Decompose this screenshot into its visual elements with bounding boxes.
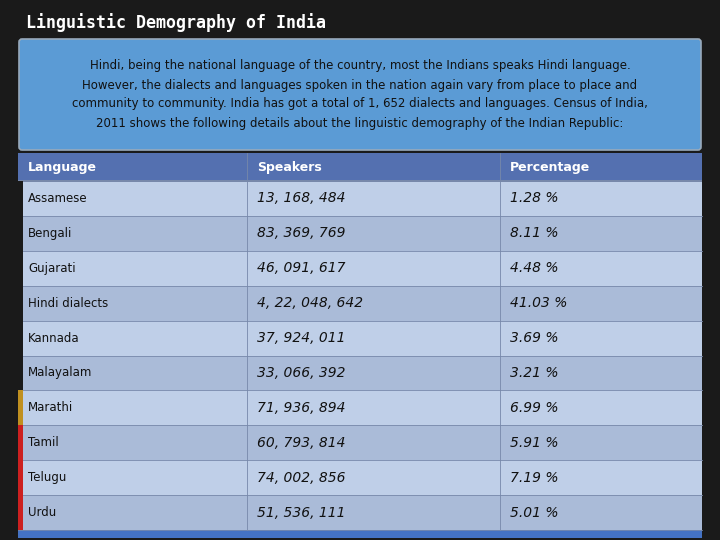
- Bar: [18, 216, 702, 251]
- Bar: [18, 181, 23, 216]
- Text: 33, 066, 392: 33, 066, 392: [257, 366, 346, 380]
- Bar: [18, 530, 702, 538]
- Text: Marathi: Marathi: [28, 401, 73, 414]
- Text: Hindi, being the national language of the country, most the Indians speaks Hindi: Hindi, being the national language of th…: [72, 59, 648, 130]
- Bar: [18, 460, 23, 495]
- Text: 13, 168, 484: 13, 168, 484: [257, 192, 346, 205]
- Bar: [18, 321, 702, 355]
- Bar: [18, 180, 702, 182]
- Bar: [18, 181, 702, 216]
- Text: 74, 002, 856: 74, 002, 856: [257, 471, 346, 485]
- Bar: [18, 390, 702, 426]
- Text: 4, 22, 048, 642: 4, 22, 048, 642: [257, 296, 364, 310]
- Bar: [18, 321, 23, 355]
- Text: 71, 936, 894: 71, 936, 894: [257, 401, 346, 415]
- Text: 60, 793, 814: 60, 793, 814: [257, 436, 346, 450]
- Text: Gujarati: Gujarati: [28, 262, 76, 275]
- Bar: [18, 153, 702, 181]
- Bar: [18, 495, 702, 530]
- Bar: [18, 251, 23, 286]
- Bar: [18, 355, 702, 390]
- Text: 5.01 %: 5.01 %: [510, 505, 559, 519]
- Text: 1.28 %: 1.28 %: [510, 192, 559, 205]
- Bar: [18, 426, 23, 460]
- Text: 51, 536, 111: 51, 536, 111: [257, 505, 346, 519]
- Bar: [18, 216, 23, 251]
- Bar: [18, 286, 702, 321]
- Text: Telugu: Telugu: [28, 471, 66, 484]
- Text: Assamese: Assamese: [28, 192, 88, 205]
- Text: 3.69 %: 3.69 %: [510, 331, 559, 345]
- Text: 46, 091, 617: 46, 091, 617: [257, 261, 346, 275]
- Text: 8.11 %: 8.11 %: [510, 226, 559, 240]
- Text: Malayalam: Malayalam: [28, 367, 92, 380]
- Text: Speakers: Speakers: [257, 160, 322, 173]
- Text: 3.21 %: 3.21 %: [510, 366, 559, 380]
- Text: Linguistic Demography of India: Linguistic Demography of India: [26, 14, 326, 32]
- Text: Hindi dialects: Hindi dialects: [28, 296, 108, 309]
- Text: 6.99 %: 6.99 %: [510, 401, 559, 415]
- Text: Language: Language: [28, 160, 97, 173]
- Bar: [18, 8, 702, 38]
- Text: 7.19 %: 7.19 %: [510, 471, 559, 485]
- Text: Tamil: Tamil: [28, 436, 59, 449]
- Text: Bengali: Bengali: [28, 227, 73, 240]
- Text: Kannada: Kannada: [28, 332, 80, 345]
- Text: 4.48 %: 4.48 %: [510, 261, 559, 275]
- Text: Percentage: Percentage: [510, 160, 590, 173]
- Text: 83, 369, 769: 83, 369, 769: [257, 226, 346, 240]
- Bar: [18, 286, 23, 321]
- Text: 37, 924, 011: 37, 924, 011: [257, 331, 346, 345]
- Text: 5.91 %: 5.91 %: [510, 436, 559, 450]
- Bar: [18, 495, 23, 530]
- Bar: [18, 355, 23, 390]
- Bar: [18, 251, 702, 286]
- Bar: [18, 460, 702, 495]
- Text: 41.03 %: 41.03 %: [510, 296, 567, 310]
- Text: Urdu: Urdu: [28, 506, 56, 519]
- Bar: [18, 426, 702, 460]
- Bar: [18, 390, 23, 426]
- FancyBboxPatch shape: [19, 39, 701, 150]
